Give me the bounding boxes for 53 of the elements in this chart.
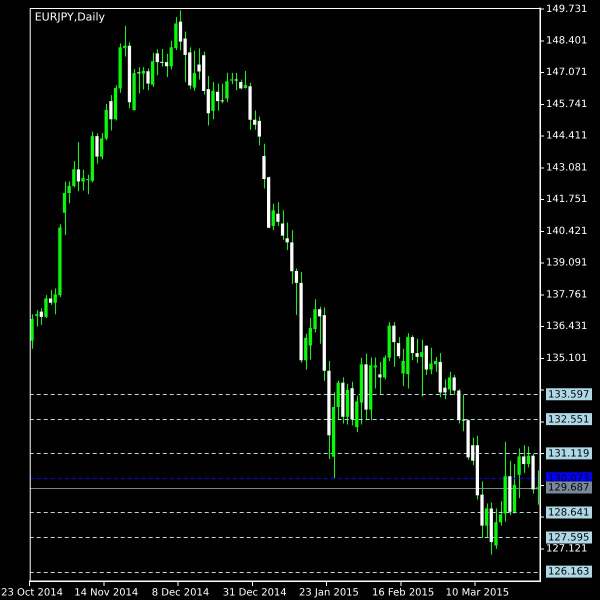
y-tick-label: 149.731 (546, 4, 588, 15)
y-tick-label: 145.741 (546, 98, 588, 110)
x-tick-label: 23 Oct 2014 (1, 588, 63, 599)
y-tick-label: 141.751 (546, 194, 588, 206)
y-tick-label: 135.101 (546, 352, 588, 364)
x-tick-label: 23 Jan 2015 (298, 588, 359, 599)
candlestick (294, 268, 298, 316)
candlestick (72, 160, 76, 188)
y-tick-label: 143.081 (546, 162, 588, 174)
candlestick (160, 48, 164, 67)
candlestick (44, 294, 48, 319)
candlestick (151, 52, 154, 88)
y-tick-label: 137.761 (546, 289, 588, 300)
candlestick (230, 72, 234, 85)
x-tick-label: 8 Dec 2014 (152, 588, 210, 599)
y-tick-label: 140.421 (546, 226, 588, 237)
candlestick (225, 72, 228, 103)
candlestick (244, 70, 248, 89)
ref-line-label: 129.687 (548, 482, 590, 494)
y-tick-label: 136.431 (546, 321, 588, 332)
candlestick (272, 203, 275, 231)
candlestick (142, 66, 145, 90)
candlestick (211, 81, 215, 120)
candlestick (518, 448, 521, 498)
candlestick (526, 446, 530, 468)
ref-line-label: 133.597 (548, 389, 590, 400)
y-tick-label: 127.121 (546, 543, 588, 554)
chart-title: EURJPY,Daily (34, 10, 106, 24)
x-tick-label: 14 Nov 2014 (74, 588, 138, 599)
candlestick (494, 508, 498, 550)
candlestick (420, 339, 424, 398)
candlestick (448, 371, 452, 394)
ref-line-label: 126.163 (548, 566, 590, 578)
x-tick-label: 10 Mar 2015 (446, 588, 510, 599)
ref-line-label: 130.073 (548, 473, 590, 484)
y-tick-label: 139.091 (546, 258, 588, 269)
candlestick (485, 502, 488, 539)
ref-line-label: 128.641 (548, 508, 590, 519)
x-tick-label: 31 Dec 2014 (222, 588, 287, 599)
candlestick (35, 310, 38, 328)
candlestick (30, 314, 34, 350)
candlestick (396, 336, 400, 360)
candlestick (429, 347, 433, 375)
ref-line-label: 127.595 (548, 532, 590, 544)
y-tick-label: 144.411 (546, 130, 588, 142)
y-tick-label: 147.071 (546, 67, 588, 78)
x-tick-label: 16 Feb 2015 (372, 588, 434, 599)
ref-line-label: 131.119 (548, 448, 590, 460)
y-tick-label: 148.401 (546, 36, 588, 47)
ref-line-label: 132.551 (548, 414, 590, 426)
candlestick (378, 361, 382, 396)
candlestick (192, 50, 196, 92)
candlestick (536, 470, 540, 506)
